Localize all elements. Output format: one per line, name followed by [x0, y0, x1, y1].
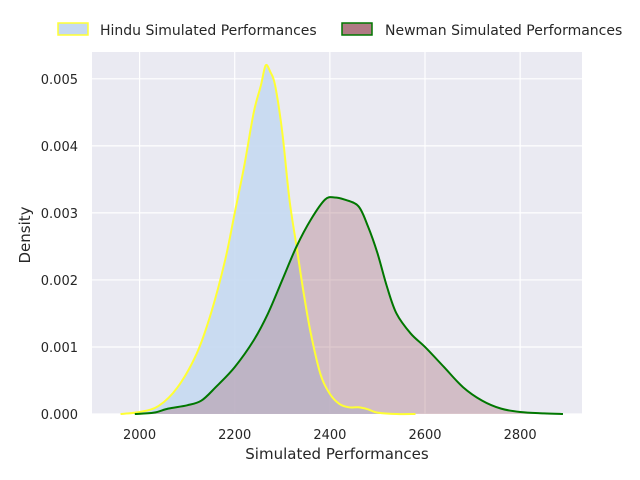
x-axis-label: Simulated Performances — [245, 445, 429, 463]
y-tick-label: 0.005 — [41, 73, 78, 88]
x-tick-label: 2600 — [408, 428, 441, 443]
x-tick-label: 2800 — [504, 428, 537, 443]
density-line-1 — [134, 196, 564, 415]
density-line-0 — [120, 63, 416, 416]
legend-swatch-newman — [341, 22, 373, 36]
density-areas — [120, 63, 564, 416]
y-tick-label: 0.003 — [41, 207, 78, 222]
y-tick-labels: 0.000 0.001 0.002 0.003 0.004 0.005 — [41, 73, 78, 423]
legend-label-hindu: Hindu Simulated Performances — [100, 23, 317, 39]
legend-swatch-hindu — [57, 22, 89, 36]
x-tick-label: 2000 — [123, 428, 156, 443]
y-tick-label: 0.001 — [41, 341, 78, 356]
legend-label-newman: Newman Simulated Performances — [385, 23, 622, 39]
density-area-0 — [120, 64, 416, 415]
y-tick-label: 0.004 — [41, 140, 78, 155]
x-tick-label: 2200 — [218, 428, 251, 443]
density-area-1 — [134, 197, 563, 414]
y-tick-label: 0.002 — [41, 274, 78, 289]
y-tick-label: 0.000 — [41, 408, 78, 423]
x-tick-labels: 2000 2200 2400 2600 2800 — [123, 428, 537, 443]
legend: Hindu Simulated Performances Newman Simu… — [57, 22, 622, 39]
x-tick-label: 2400 — [313, 428, 346, 443]
plot-area — [92, 52, 582, 414]
y-axis-label: Density — [16, 206, 34, 263]
